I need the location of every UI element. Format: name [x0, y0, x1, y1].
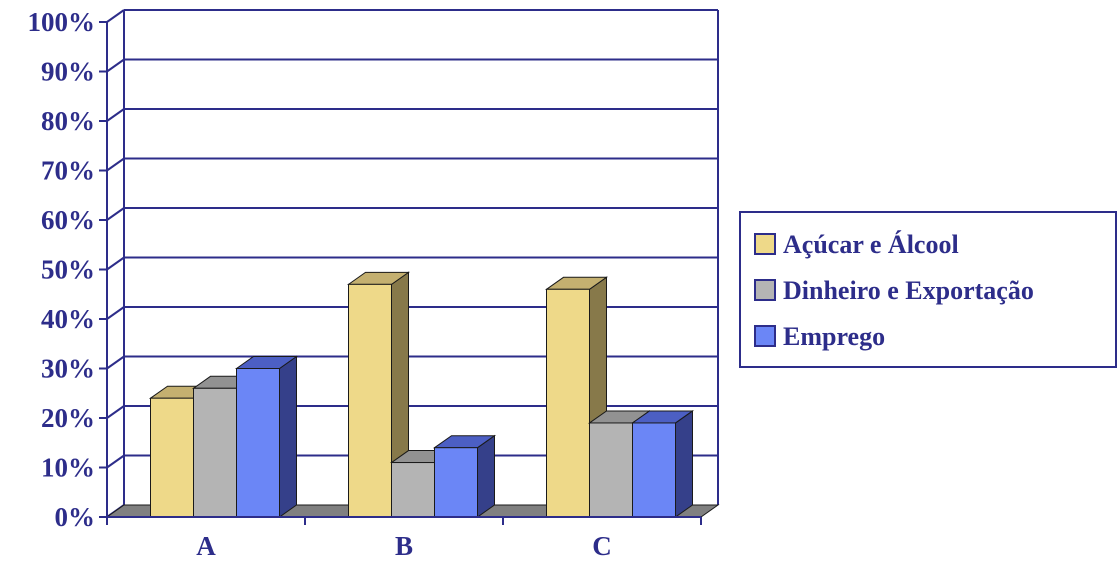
y-tick-label: 60% [41, 205, 95, 235]
gridline-depth [106, 355, 125, 370]
gridline-depth [106, 58, 125, 73]
gridline-depth [106, 108, 125, 122]
legend-label: Emprego [783, 322, 885, 351]
legend-label: Dinheiro e Exportação [783, 276, 1034, 305]
y-tick-label: 0% [55, 502, 96, 532]
gridlines [106, 9, 719, 518]
y-tick-label: 20% [41, 403, 95, 433]
legend-swatch [754, 233, 776, 255]
x-category-label: B [395, 531, 413, 561]
bar [236, 368, 280, 518]
y-tick-label: 50% [41, 255, 95, 285]
y-tick-label: 40% [41, 304, 95, 334]
y-tick-label: 10% [41, 453, 95, 483]
legend-box [739, 211, 1117, 368]
bar-side [279, 355, 297, 518]
gridline-depth [106, 306, 125, 320]
bar [434, 447, 478, 518]
bars [148, 271, 695, 518]
y-tick-label: 70% [41, 156, 95, 186]
gridline-depth [106, 9, 125, 23]
gridline-depth [106, 207, 125, 221]
x-category-label: C [592, 531, 612, 561]
y-tick-label: 80% [41, 106, 95, 136]
bar [150, 397, 194, 518]
x-category-labels: A B C [196, 531, 612, 561]
bar [632, 422, 676, 518]
bar [589, 422, 633, 518]
legend: Açúcar e Álcool Dinheiro e Exportação Empr… [739, 211, 1117, 368]
legend-swatch [754, 325, 776, 347]
x-category-label: A [196, 531, 216, 561]
bar [193, 387, 237, 518]
bar [546, 288, 590, 518]
legend-swatch [754, 279, 776, 301]
y-tick-label: 30% [41, 354, 95, 384]
axes [99, 21, 702, 525]
y-tick-labels: 0% 10% 20% 30% 40% 50% 60% 70% 80% 90% 100% [28, 7, 96, 532]
bar [391, 462, 435, 518]
bar-side [477, 434, 495, 518]
y-tick-label: 90% [41, 57, 95, 87]
y-tick-label: 100% [28, 7, 96, 37]
gridline-depth [106, 454, 125, 469]
gridline-depth [106, 256, 125, 271]
gridline-depth [106, 157, 125, 172]
bar [348, 283, 392, 518]
bar-side [675, 409, 693, 518]
gridline-depth [106, 405, 125, 419]
legend-label: Açúcar e Álcool [783, 230, 959, 259]
